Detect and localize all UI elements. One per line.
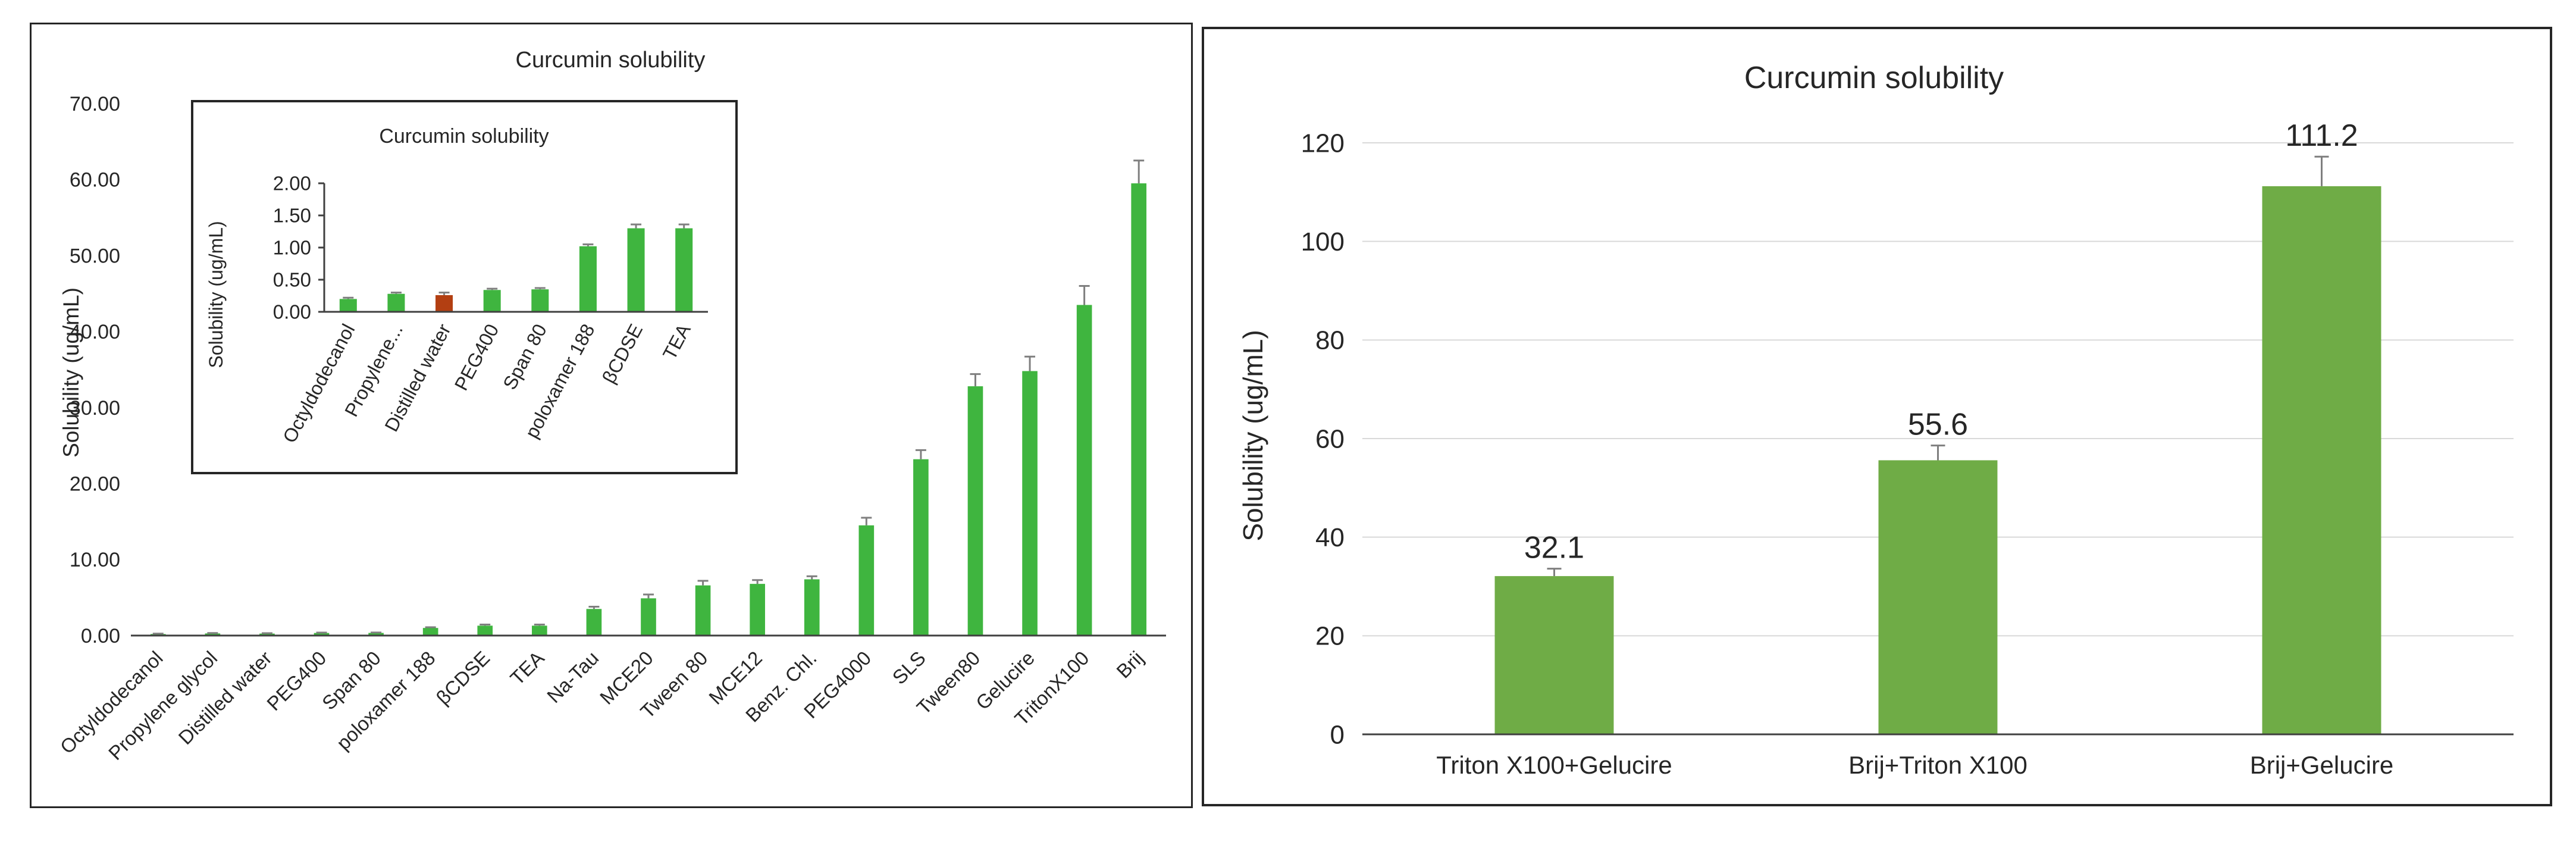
inset-chart-y-axis-label: Solubility (ug/mL) <box>205 221 227 368</box>
inset-bar <box>339 299 357 312</box>
main-bar <box>695 585 711 636</box>
main-chart-y-ticks: 0.00 10.00 20.00 30.00 40.00 50.00 60.00 70.00 <box>70 93 120 647</box>
combination-chart-y-axis-label: Solubility (ug/mL) <box>1237 330 1268 541</box>
inset-y-tick-label: 2.00 <box>273 173 311 195</box>
combination-data-label: 32.1 <box>1524 531 1584 565</box>
main-y-tick-label: 40.00 <box>70 321 120 343</box>
main-bar <box>205 633 221 636</box>
combination-chart: Curcumin solubility Solubility (ug/mL) 0… <box>1237 61 2514 779</box>
main-y-tick-label: 70.00 <box>70 93 120 115</box>
combination-y-tick-label: 80 <box>1315 326 1345 355</box>
inset-chart-bars <box>339 223 693 312</box>
main-bar <box>858 525 875 636</box>
combination-y-tick-label: 0 <box>1330 720 1345 749</box>
main-x-label: Na-Tau <box>543 647 603 707</box>
combination-x-label: Triton X100+Gelucire <box>1436 751 1672 779</box>
inset-y-tick-label: 0.00 <box>273 301 311 323</box>
combination-x-label: Brij+Triton X100 <box>1848 751 2027 779</box>
main-bar <box>477 625 493 636</box>
main-x-label: SLS <box>888 647 930 689</box>
main-x-label: PEG400 <box>262 647 330 715</box>
inset-bar <box>435 295 453 312</box>
inset-y-tick-label: 0.50 <box>273 269 311 291</box>
main-bar <box>586 609 602 636</box>
main-bar <box>259 633 275 636</box>
combination-y-tick-label: 40 <box>1315 523 1345 552</box>
inset-bar <box>387 293 405 312</box>
main-bar <box>1022 371 1038 636</box>
main-y-tick-label: 60.00 <box>70 169 120 192</box>
inset-y-tick-label: 1.00 <box>273 237 311 259</box>
main-bar <box>1131 183 1147 636</box>
inset-bar <box>627 228 645 312</box>
inset-y-tick-label: 1.50 <box>273 205 311 227</box>
combination-bar <box>2262 186 2381 735</box>
combination-x-label: Brij+Gelucire <box>2250 751 2394 779</box>
inset-chart-frame <box>191 100 738 474</box>
main-x-label: poloxamer 188 <box>332 647 440 755</box>
main-bar <box>913 459 929 636</box>
main-x-label: Brij <box>1112 647 1148 683</box>
main-bar <box>1076 305 1092 636</box>
combination-chart-x-labels: Triton X100+Gelucire Brij+Triton X100 Brij… <box>1436 751 2393 779</box>
combination-bar <box>1878 460 1998 734</box>
main-bar <box>532 625 547 636</box>
main-x-label: βCDSE <box>432 647 494 709</box>
main-bar <box>967 386 983 636</box>
main-y-tick-label: 50.00 <box>70 245 120 267</box>
main-y-tick-label: 30.00 <box>70 397 120 420</box>
combination-y-tick-label: 20 <box>1315 622 1345 651</box>
combination-data-label: 55.6 <box>1908 408 1968 442</box>
main-bar <box>314 633 330 636</box>
inset-chart-y-ticks: 0.00 0.50 1.00 1.50 2.00 <box>273 173 324 323</box>
main-bar <box>641 598 656 636</box>
main-bar <box>368 633 384 636</box>
combination-chart-y-ticks: 0 20 40 60 80 100 120 <box>1301 129 1345 749</box>
combination-bar <box>1494 576 1614 734</box>
inset-bar <box>531 289 549 312</box>
combination-chart-bars: 32.1 55.6 111.2 <box>1494 118 2381 735</box>
main-y-tick-label: 10.00 <box>70 549 120 571</box>
main-chart-y-axis-label: Solubility (ug/mL) <box>59 287 83 458</box>
main-chart-bars <box>150 159 1147 636</box>
combination-y-tick-label: 60 <box>1315 424 1345 453</box>
inset-chart-title: Curcumin solubility <box>379 125 549 148</box>
combination-y-tick-label: 100 <box>1301 227 1345 256</box>
combination-y-tick-label: 120 <box>1301 129 1345 158</box>
main-y-tick-label: 0.00 <box>81 625 120 647</box>
main-x-label: Distilled water <box>174 647 275 749</box>
main-bar <box>422 628 438 636</box>
inset-chart: Curcumin solubility Solubility (ug/mL) 0… <box>191 100 738 474</box>
main-y-tick-label: 20.00 <box>70 472 120 495</box>
inset-bar <box>483 290 501 312</box>
main-bar <box>750 584 765 636</box>
main-bar <box>804 579 820 636</box>
combination-chart-title: Curcumin solubility <box>1744 61 2004 95</box>
combination-data-label: 111.2 <box>2285 118 2358 153</box>
main-chart-title: Curcumin solubility <box>516 48 706 73</box>
inset-bar <box>675 228 693 312</box>
main-x-label: TEA <box>506 647 549 690</box>
inset-bar <box>579 246 597 312</box>
